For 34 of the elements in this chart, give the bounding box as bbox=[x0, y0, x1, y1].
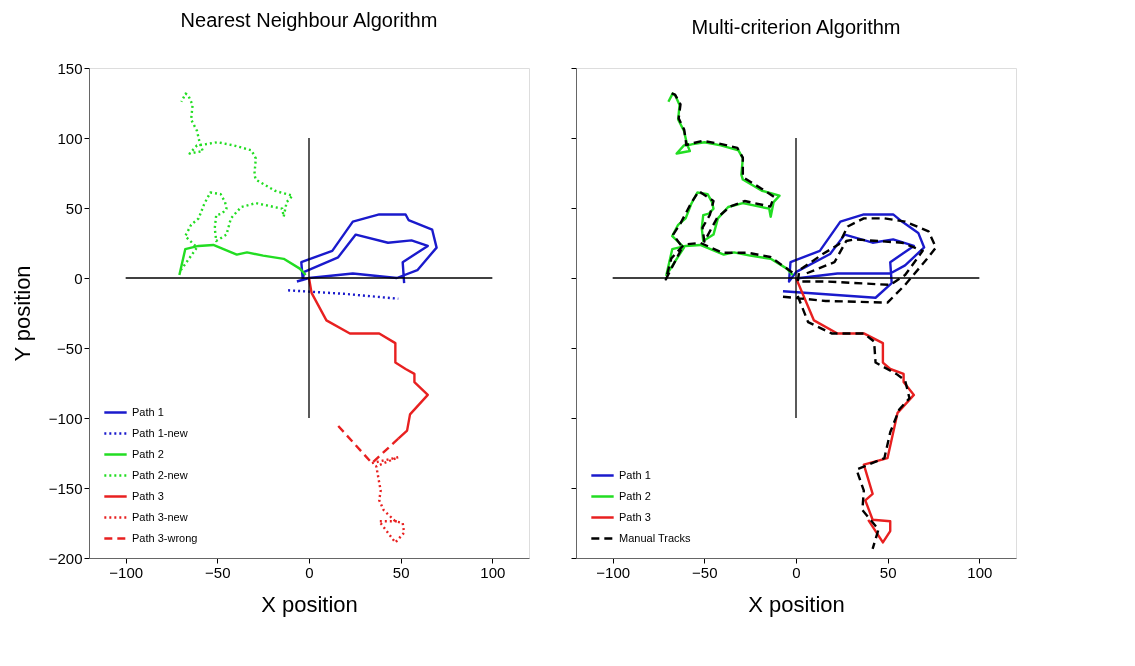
legend-label: Path 3 bbox=[619, 510, 651, 523]
chart-title: Multi-criterion Algorithm bbox=[691, 15, 901, 38]
x-tick-label: 50 bbox=[879, 563, 897, 581]
x-axis-title: X position bbox=[748, 591, 845, 617]
x-axis-title: X position bbox=[261, 591, 358, 617]
y-tick-label: 150 bbox=[57, 59, 83, 77]
legend-label: Path 2 bbox=[132, 447, 164, 460]
y-axis-title: Y position bbox=[9, 265, 35, 362]
legend-label: Path 1 bbox=[132, 405, 164, 418]
x-tick-label: 0 bbox=[792, 563, 801, 581]
legend-label: Path 3-new bbox=[132, 510, 188, 523]
x-tick-label: −50 bbox=[205, 563, 231, 581]
legend-label: Path 3-wrong bbox=[132, 531, 198, 544]
x-tick-label: 0 bbox=[305, 563, 314, 581]
legend-label: Path 3 bbox=[132, 489, 164, 502]
x-tick-label: −50 bbox=[692, 563, 718, 581]
legend-label: Path 2 bbox=[619, 489, 651, 502]
y-tick-label: 100 bbox=[57, 129, 83, 147]
y-tick-label: −50 bbox=[57, 339, 83, 357]
y-tick-label: 50 bbox=[65, 199, 83, 217]
legend-label: Manual Tracks bbox=[619, 531, 692, 544]
y-tick-label: −100 bbox=[48, 409, 83, 427]
y-tick-label: −150 bbox=[48, 479, 83, 497]
y-tick-label: −200 bbox=[48, 549, 83, 567]
x-tick-label: −100 bbox=[596, 563, 631, 581]
legend-label: Path 1 bbox=[619, 468, 651, 481]
x-tick-label: 100 bbox=[967, 563, 993, 581]
legend-label: Path 2-new bbox=[132, 468, 188, 481]
legend-label: Path 1-new bbox=[132, 426, 188, 439]
chart-title: Nearest Neighbour Algorithm bbox=[180, 9, 438, 31]
x-tick-label: 50 bbox=[392, 563, 410, 581]
x-tick-label: 100 bbox=[480, 563, 506, 581]
x-tick-label: −100 bbox=[109, 563, 144, 581]
y-tick-label: 0 bbox=[74, 269, 83, 287]
